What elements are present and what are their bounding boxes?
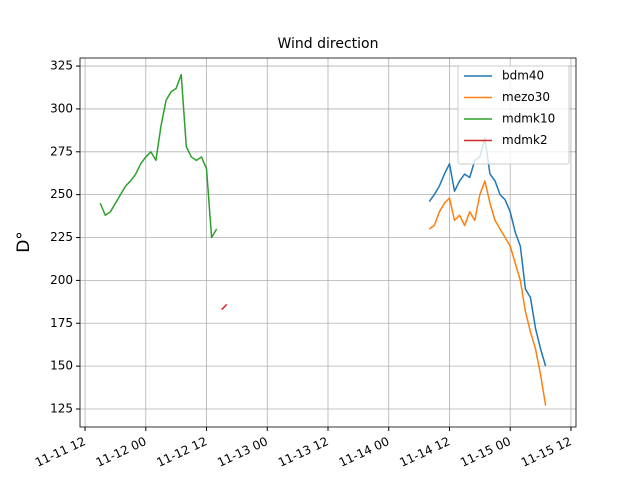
series-line <box>221 303 228 311</box>
y-tick-label: 150 <box>50 359 73 373</box>
y-tick-label: 200 <box>50 273 73 287</box>
y-tick-label: 325 <box>50 59 73 73</box>
x-tick-label: 11-12 00 <box>94 434 149 469</box>
y-tick-label: 275 <box>50 144 73 158</box>
y-tick-label: 125 <box>50 401 73 415</box>
legend-label: mdmk2 <box>502 133 548 147</box>
y-tick-label: 225 <box>50 230 73 244</box>
x-tick-label: 11-14 00 <box>337 434 392 469</box>
y-axis-label: D° <box>14 231 34 253</box>
legend-box <box>457 65 570 165</box>
x-tick-label: 11-15 00 <box>458 434 513 469</box>
x-tick-label: 11-14 12 <box>397 434 452 469</box>
legend-label: bdm40 <box>502 69 544 83</box>
y-tick-label: 300 <box>50 101 73 115</box>
series-line <box>428 137 547 367</box>
axes-frame <box>79 57 577 428</box>
y-tick-label: 175 <box>50 316 73 330</box>
x-tick-label: 11-15 12 <box>519 434 574 469</box>
legend: bdm40 mezo30 mdmk10 mdmk2 <box>457 65 570 165</box>
x-tick-label: 11-13 12 <box>276 434 331 469</box>
legend-label: mdmk10 <box>502 112 555 126</box>
chart-title: Wind direction <box>278 36 379 52</box>
x-tick-label: 11-11 12 <box>33 434 88 469</box>
x-tick-label: 11-12 12 <box>154 434 209 469</box>
series-line <box>99 73 218 239</box>
legend-label: mezo30 <box>502 90 550 104</box>
series-line <box>428 180 547 406</box>
x-tick-label: 11-13 00 <box>215 434 270 469</box>
y-tick-label: 250 <box>50 187 73 201</box>
